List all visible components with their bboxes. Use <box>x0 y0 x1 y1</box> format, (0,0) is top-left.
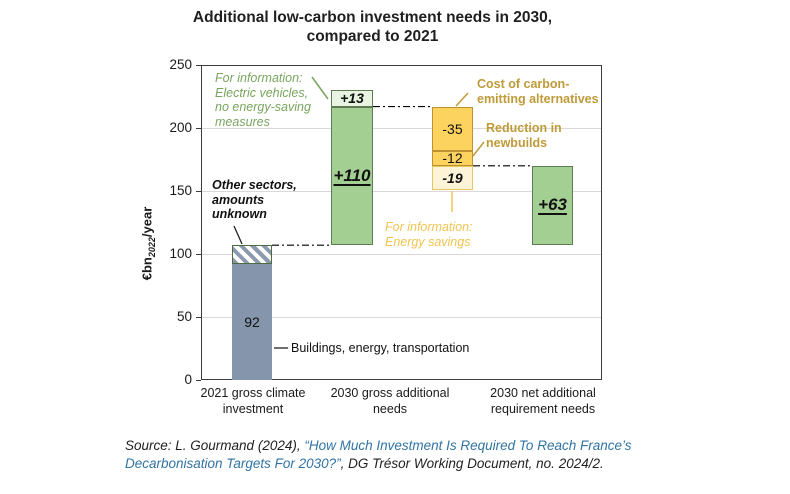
gridline-50 <box>202 317 601 318</box>
bar-cost-alternatives: -35 <box>432 106 473 151</box>
y-tick-label-250: 250 <box>169 57 192 72</box>
bar-energy-savings: -19 <box>432 165 473 190</box>
gridline-200 <box>202 128 601 129</box>
y-tick-mark-200 <box>196 128 201 129</box>
y-axis-title: €bn2022/year <box>139 182 158 306</box>
gridline-150 <box>202 191 601 192</box>
bar-label-gross-2030: +110 <box>333 165 371 185</box>
y-tick-mark-100 <box>196 254 201 255</box>
annotation-cost-of-alternatives: Cost of carbon- emitting alternatives <box>477 77 599 106</box>
bar-gross-2030: +110 <box>331 106 373 246</box>
leader-line-other-sectors <box>233 225 243 245</box>
y-tick-mark-0 <box>196 380 201 381</box>
bar-gross-2030-ev: +13 <box>331 90 373 107</box>
leader-line-reduction-newbuilds <box>472 141 485 157</box>
source-citation: Source: L. Gourmand (2024), “How Much In… <box>125 437 690 472</box>
gridline-100 <box>202 254 601 255</box>
y-tick-mark-250 <box>196 65 201 66</box>
y-tick-label-0: 0 <box>184 372 192 387</box>
leader-line-electric-vehicles <box>311 76 329 100</box>
x-label-2021-gross: 2021 gross climate investment <box>200 386 306 416</box>
x-label-2030-gross: 2030 gross additional needs <box>330 386 450 416</box>
leader-line-cost-alternatives <box>455 92 469 107</box>
bar-label-gross-2030-ev: +13 <box>340 90 364 107</box>
chart-title: Additional low-carbon investment needs i… <box>192 9 553 45</box>
y-tick-label-50: 50 <box>176 309 192 324</box>
bar-reduction-newbuilds: -12 <box>432 150 473 167</box>
bar-label-reduction-newbuilds: -12 <box>442 150 463 167</box>
source-text-post: , DG Trésor Working Document, no. 2024/2… <box>340 455 604 471</box>
annotation-buildings-energy-transportation: Buildings, energy, transportation <box>291 341 470 355</box>
y-tick-mark-50 <box>196 317 201 318</box>
y-tick-label-150: 150 <box>169 183 192 198</box>
source-paper-link[interactable]: “How Much Investment Is Required To Reac… <box>125 438 632 471</box>
y-axis-title-suffix: /year <box>139 206 155 238</box>
y-tick-label-200: 200 <box>169 120 192 135</box>
bar-invest-2021-known: 92 <box>232 264 272 380</box>
bar-label-energy-savings: -19 <box>442 169 463 186</box>
annotation-electric-vehicles: For information: Electric vehicles, no e… <box>215 71 311 129</box>
annotation-other-sectors: Other sectors, amounts unknown <box>212 178 297 221</box>
bar-label-net-2030: +63 <box>538 195 567 215</box>
x-label-2030-net: 2030 net additional requirement needs <box>490 386 596 416</box>
bar-label-cost-alternatives: -35 <box>442 120 463 137</box>
y-tick-mark-150 <box>196 191 201 192</box>
bar-invest-2021-unknown <box>232 245 272 265</box>
annotation-reduction-newbuilds: Reduction in newbuilds <box>486 121 562 150</box>
y-tick-label-100: 100 <box>169 246 192 261</box>
source-text-pre: Source: L. Gourmand (2024), <box>125 438 305 453</box>
annotation-energy-savings: For information: Energy savings <box>385 220 473 249</box>
bar-label-invest-2021-known: 92 <box>244 314 260 331</box>
bar-net-2030: +63 <box>532 165 573 246</box>
